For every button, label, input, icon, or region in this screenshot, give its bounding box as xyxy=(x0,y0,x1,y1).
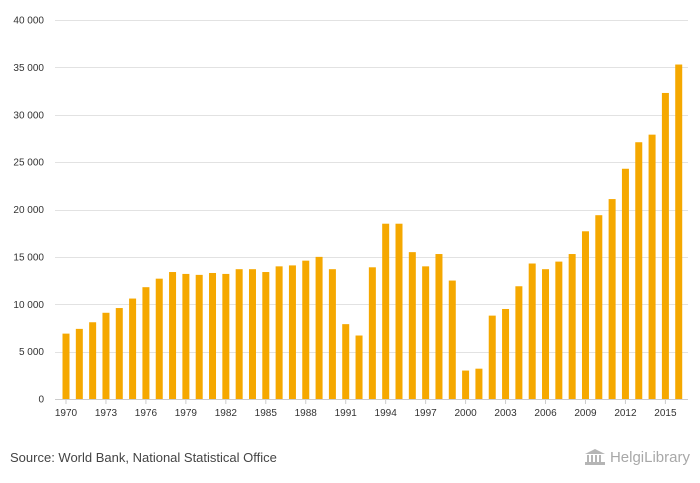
bar-2007[interactable] xyxy=(555,261,563,399)
x-tick-label: 2000 xyxy=(454,408,477,419)
bar-2006[interactable] xyxy=(542,269,550,399)
x-tick-label: 2012 xyxy=(614,408,637,419)
bar-1976[interactable] xyxy=(142,287,150,399)
bar-1975[interactable] xyxy=(129,298,137,399)
bar-1993[interactable] xyxy=(368,267,376,399)
x-tick-label: 1973 xyxy=(95,408,118,419)
bar-1985[interactable] xyxy=(262,272,270,399)
x-tick-label: 1997 xyxy=(415,408,438,419)
bar-1987[interactable] xyxy=(288,265,296,399)
bar-1981[interactable] xyxy=(209,272,217,399)
x-tick-label: 2009 xyxy=(574,408,597,419)
y-tick-label: 0 xyxy=(38,395,44,406)
x-tick-label: 1985 xyxy=(255,408,278,419)
bar-1992[interactable] xyxy=(355,335,363,399)
x-tick-label: 1976 xyxy=(135,408,158,419)
logo-text: HelgiLibrary xyxy=(609,448,690,466)
x-tick-label: 2006 xyxy=(534,408,557,419)
x-tick-label: 1988 xyxy=(295,408,318,419)
y-tick-label: 10 000 xyxy=(13,300,44,311)
bar-2001[interactable] xyxy=(475,368,483,399)
bar-2012[interactable] xyxy=(621,168,629,399)
y-tick-label: 40 000 xyxy=(13,16,44,27)
bars xyxy=(62,64,683,400)
bar-1988[interactable] xyxy=(302,260,310,399)
y-tick-label: 20 000 xyxy=(13,205,44,216)
bar-1997[interactable] xyxy=(422,266,430,399)
y-tick-label: 15 000 xyxy=(13,252,44,263)
bar-1971[interactable] xyxy=(75,328,83,399)
bar-2011[interactable] xyxy=(608,199,616,399)
bar-1970[interactable] xyxy=(62,333,70,399)
y-tick-label: 5 000 xyxy=(19,347,44,358)
bar-1982[interactable] xyxy=(222,273,230,399)
bar-1996[interactable] xyxy=(408,252,416,399)
bar-2016[interactable] xyxy=(675,64,683,399)
y-tick-label: 35 000 xyxy=(13,63,44,74)
library-icon xyxy=(584,449,605,465)
x-tick-label: 2003 xyxy=(494,408,517,419)
bar-2009[interactable] xyxy=(581,231,589,399)
y-axis-labels: 0 5 000 10 000 15 000 20 000 25 000 30 000 35 0… xyxy=(13,16,44,406)
bar-1994[interactable] xyxy=(382,223,390,399)
helgi-library-logo[interactable]: HelgiLibrary xyxy=(584,448,690,466)
bar-2010[interactable] xyxy=(595,215,603,399)
bar-2005[interactable] xyxy=(528,263,536,399)
x-axis-labels: 1970 1973 1976 1979 1982 1985 1988 1991 1994 1997… xyxy=(55,399,677,419)
bar-1984[interactable] xyxy=(248,269,256,399)
x-tick-label: 2015 xyxy=(654,408,677,419)
x-tick-label: 1979 xyxy=(175,408,198,419)
bar-1974[interactable] xyxy=(115,308,123,399)
bar-2000[interactable] xyxy=(462,370,470,399)
bar-1995[interactable] xyxy=(395,223,403,399)
y-tick-label: 30 000 xyxy=(13,110,44,121)
bar-1999[interactable] xyxy=(448,280,456,399)
bar-2015[interactable] xyxy=(661,92,669,400)
bar-1986[interactable] xyxy=(275,266,283,399)
bar-2002[interactable] xyxy=(488,315,496,399)
y-tick-label: 25 000 xyxy=(13,158,44,169)
bar-1979[interactable] xyxy=(182,273,190,399)
bar-2004[interactable] xyxy=(515,286,523,399)
bar-1980[interactable] xyxy=(195,274,203,399)
bar-1978[interactable] xyxy=(169,272,177,399)
bar-1998[interactable] xyxy=(435,254,443,399)
bar-1991[interactable] xyxy=(342,324,350,399)
source-note: Source: World Bank, National Statistical… xyxy=(10,450,277,465)
x-tick-label: 1994 xyxy=(375,408,398,419)
bar-2008[interactable] xyxy=(568,254,576,399)
x-tick-label: 1982 xyxy=(215,408,238,419)
bar-1983[interactable] xyxy=(235,269,243,399)
bar-1973[interactable] xyxy=(102,312,110,399)
bar-2013[interactable] xyxy=(635,142,643,400)
bar-1972[interactable] xyxy=(89,322,97,399)
bar-1977[interactable] xyxy=(155,278,163,399)
bar-2014[interactable] xyxy=(648,134,656,399)
bar-1989[interactable] xyxy=(315,256,323,400)
bar-2003[interactable] xyxy=(502,308,510,399)
x-tick-label: 1991 xyxy=(335,408,358,419)
bar-1990[interactable] xyxy=(328,269,336,399)
x-tick-label: 1970 xyxy=(55,408,78,419)
